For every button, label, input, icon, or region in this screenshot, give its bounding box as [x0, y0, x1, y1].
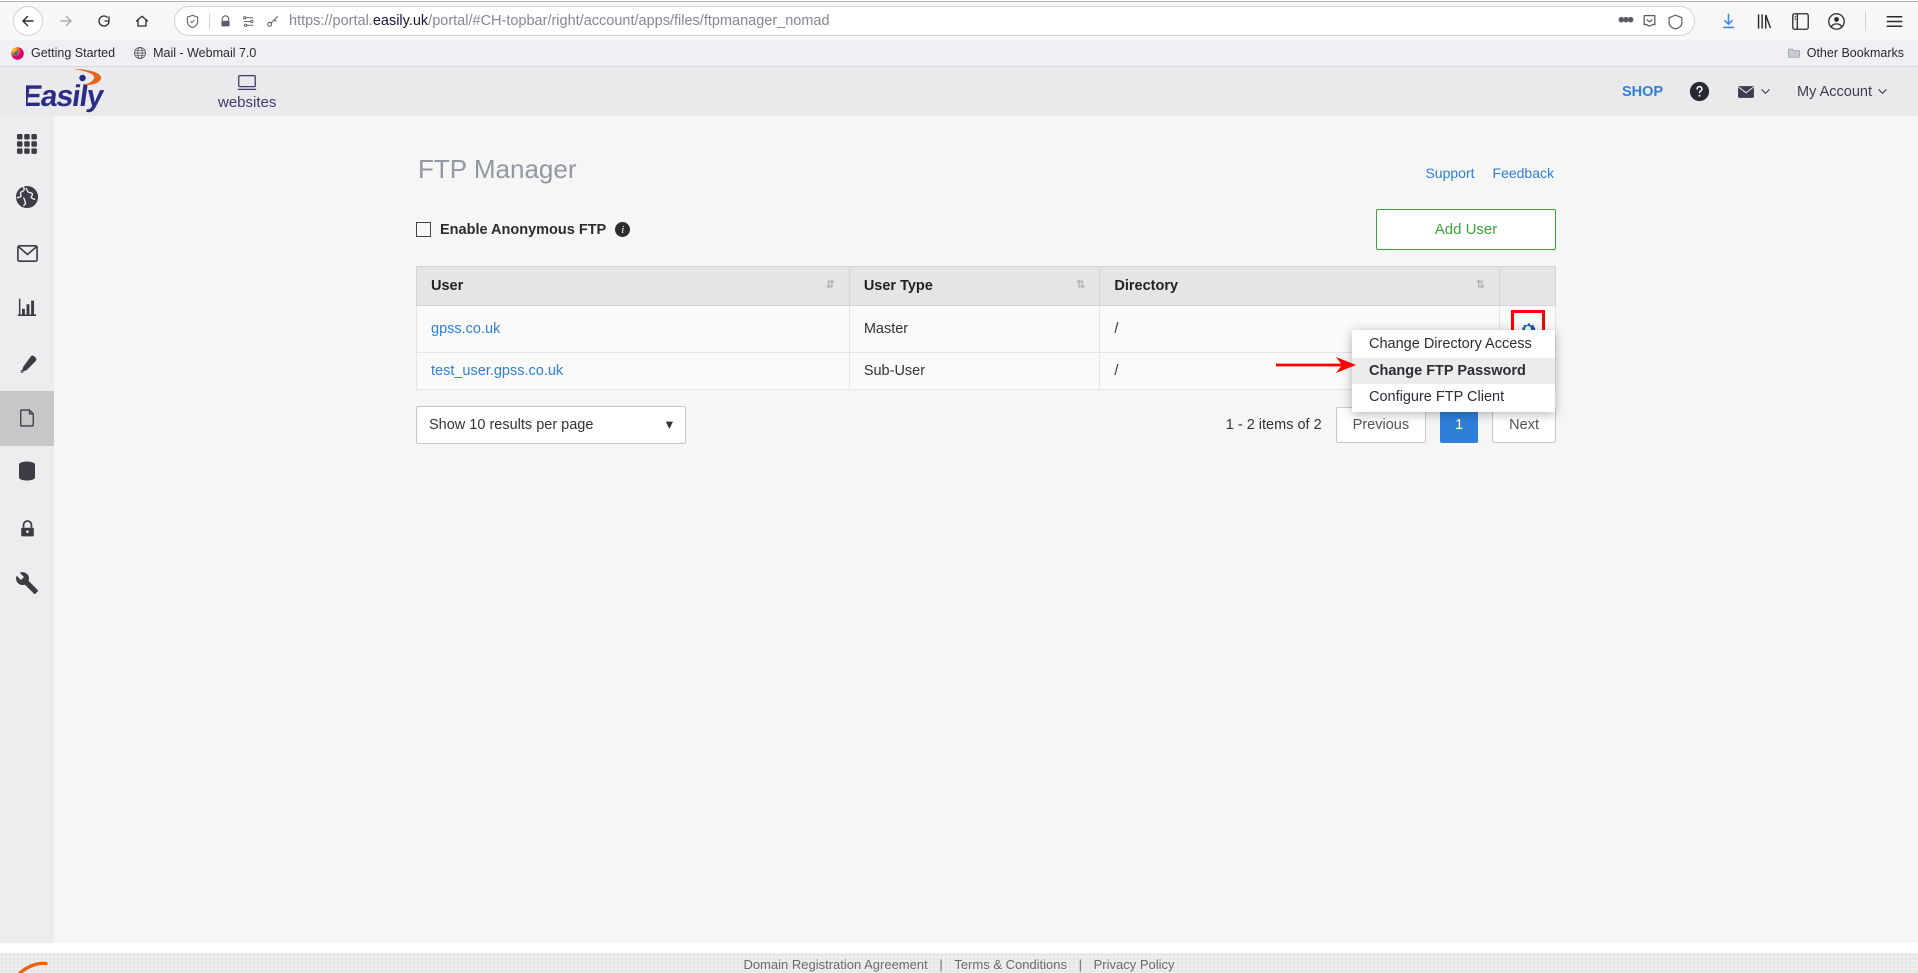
svg-text:Easily: Easily	[26, 80, 106, 113]
